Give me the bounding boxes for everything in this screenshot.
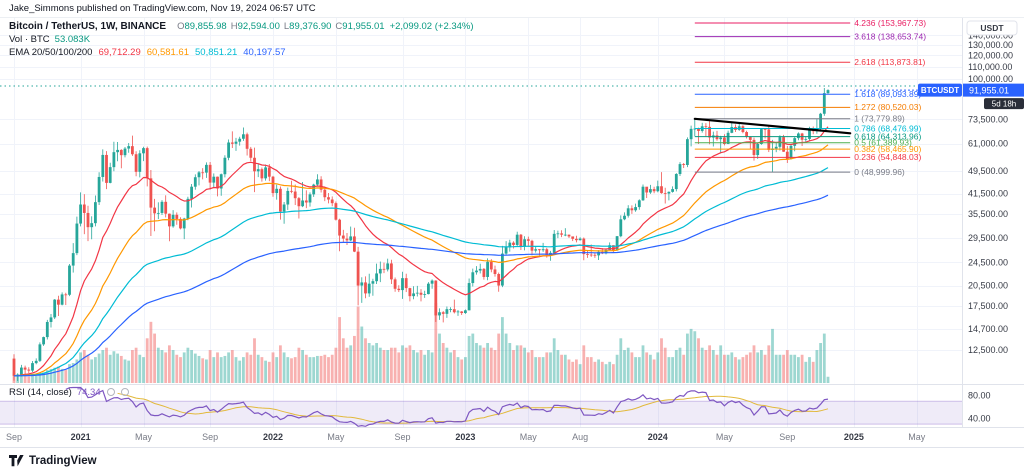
fib-level-label: 0 (48,999.96) (854, 167, 905, 177)
price-tick-label: 35,500.00 (968, 209, 1008, 219)
price-tick-label: 29,500.00 (968, 233, 1008, 243)
symbol-tag: BTCUSDT (918, 83, 962, 97)
time-tick-label: 2022 (263, 432, 283, 442)
ema-20-line (13, 126, 829, 377)
price-tick-label: 20,500.00 (968, 281, 1008, 291)
price-tick-label: 61,000.00 (968, 139, 1008, 149)
fib-level-label: 0.382 (58,465.90) (854, 144, 921, 154)
rsi-tick-label: 40.00 (968, 413, 991, 423)
time-tick-label: Sep (779, 432, 795, 442)
tradingview-logo-icon (9, 455, 24, 467)
rsi-tick-label: 80.00 (968, 391, 991, 401)
time-tick-label: May (716, 432, 734, 442)
last-price-badge (963, 83, 1024, 97)
publish-text: Jake_Simmons published on TradingView.co… (9, 3, 316, 14)
price-tick-label: 110,000.00 (968, 62, 1012, 72)
time-tick-label: Aug (572, 432, 588, 442)
chart-area: 4.236 (153,967.73) 3.618 (138,653.74) 2.61… (0, 18, 1024, 447)
fib-level-label: 0.786 (68,476.99) (854, 123, 921, 133)
volume-layer (12, 303, 830, 383)
countdown-badge (984, 98, 1024, 110)
ema-50-line (14, 144, 829, 377)
time-tick-label: 2024 (648, 432, 668, 442)
price-tick-label: 49,500.00 (968, 166, 1008, 176)
time-tick-label: Sep (6, 432, 22, 442)
time-tick-label: May (908, 432, 926, 442)
fib-level-label: 0.236 (54,848.03) (854, 152, 921, 162)
time-tick-label: May (520, 432, 538, 442)
time-tick-label: Sep (394, 432, 410, 442)
time-axis[interactable]: Sep 2021 May Sep 2022 May Sep 2023 May Aug 2024 May… (6, 432, 926, 442)
currency-box[interactable] (966, 20, 1018, 36)
price-tick-label: 41,500.00 (968, 189, 1008, 199)
price-tick-label: 73,500.00 (968, 114, 1008, 124)
price-chart-canvas[interactable]: 4.236 (153,967.73) 3.618 (138,653.74) 2.61… (0, 18, 1024, 447)
price-tick-label: 100,000.00 (968, 74, 1013, 84)
ema-100-line (14, 167, 829, 377)
price-tick-label: 17,500.00 (968, 301, 1008, 311)
time-tick-label: Sep (202, 432, 218, 442)
price-tick-label: 14,700.00 (968, 324, 1008, 334)
rsi-pane (0, 386, 962, 427)
fib-level-label: 3.618 (138,653.74) (854, 31, 926, 41)
time-tick-label: 2021 (71, 432, 91, 442)
last-price-badge-text: 91,955.01 (969, 86, 1009, 96)
price-tick-label: 12,500.00 (968, 345, 1008, 355)
rsi-ma-line (117, 392, 829, 424)
fib-retracement[interactable]: 4.236 (153,967.73) 3.618 (138,653.74) 2.61… (694, 18, 926, 177)
fib-level-label: 1 (73,779.89) (854, 114, 905, 124)
tradingview-logo-text: TradingView (29, 454, 97, 467)
time-tick-label: 2023 (455, 432, 475, 442)
rsi-line (65, 386, 829, 427)
trendline[interactable] (693, 117, 852, 135)
fib-level-label: 2.618 (113,873.81) (854, 57, 925, 67)
fib-level-label: 1.618 (89,093.89) (854, 89, 921, 99)
candles-layer[interactable] (12, 88, 830, 382)
fib-level-label: 0.618 (64,313.96) (854, 131, 921, 141)
footer-bar: TradingView (0, 447, 1024, 473)
price-tick-label: 130,000.00 (968, 40, 1013, 50)
time-tick-label: May (327, 432, 345, 442)
price-tick-label: 24,500.00 (968, 257, 1008, 267)
countdown-text: 5d 18h (992, 100, 1016, 109)
fib-level-label: 4.236 (153,967.73) (854, 18, 926, 28)
time-tick-label: May (135, 432, 153, 442)
fib-level-label: 1.272 (80,520.03) (854, 102, 921, 112)
ema-200-line (14, 194, 829, 377)
fib-level-label: 0.5 (61,389.93) (854, 138, 912, 148)
time-tick-label: 2025 (844, 432, 864, 442)
currency-label: USDT (980, 23, 1004, 33)
symbol-tag-text: BTCUSDT (921, 86, 959, 95)
price-tick-label: 120,000.00 (968, 50, 1013, 60)
publish-bar: Jake_Simmons published on TradingView.co… (0, 0, 1024, 18)
price-axis[interactable]: 140,000.00130,000.00120,000.00110,000.00… (963, 20, 1024, 423)
